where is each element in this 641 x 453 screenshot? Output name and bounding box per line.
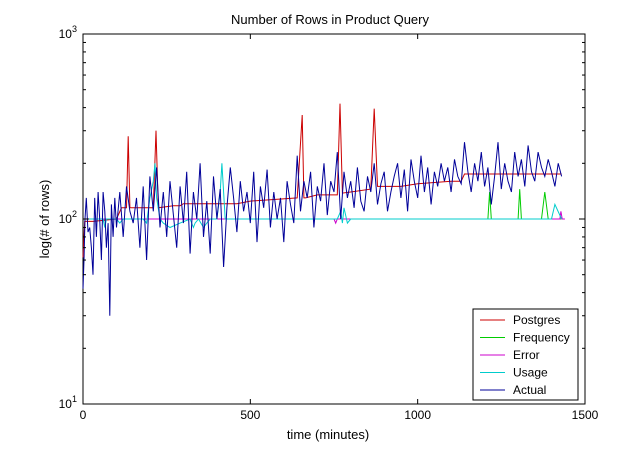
legend-label-actual: Actual (513, 383, 546, 397)
series-line-postgres (82, 103, 562, 258)
x-tick-label: 1500 (572, 408, 599, 422)
y-tick-label: 102 (59, 209, 77, 226)
legend-label-postgres: Postgres (513, 313, 560, 327)
series-line-usage (83, 163, 563, 229)
y-axis-title: log(# of rows) (37, 180, 52, 259)
legend-label-usage: Usage (513, 366, 548, 380)
x-tick-label: 0 (80, 408, 87, 422)
series-line-frequency (83, 189, 562, 220)
ticks-layer: 0 500 1000 1500 101 102 103 (59, 24, 599, 422)
legend-label-error: Error (513, 348, 540, 362)
x-tick-label: 1000 (404, 408, 431, 422)
legend: Postgres Frequency Error Usage Actual (472, 308, 579, 401)
y-tick-label: 101 (59, 394, 77, 411)
x-tick-label: 500 (240, 408, 260, 422)
legend-label-frequency: Frequency (513, 331, 570, 345)
chart-title: Number of Rows in Product Query (231, 12, 429, 27)
x-axis-title: time (minutes) (287, 427, 369, 442)
series-layer (82, 103, 565, 316)
series-line-actual (82, 142, 563, 316)
y-tick-label: 103 (59, 24, 77, 41)
